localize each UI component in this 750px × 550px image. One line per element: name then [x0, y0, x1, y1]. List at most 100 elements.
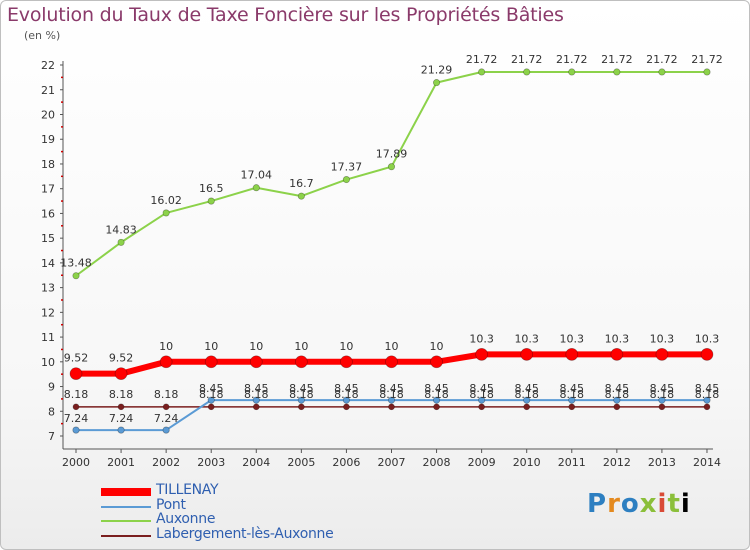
- data-point-labergement-l-s-auxonne: [72, 403, 80, 411]
- y-tick-label: 22: [41, 59, 55, 72]
- data-label-pont: 7.24: [109, 412, 134, 425]
- data-label-labergement-l-s-auxonne: 8.18: [560, 388, 585, 401]
- data-point-tillenay: [475, 348, 488, 361]
- data-point-labergement-l-s-auxonne: [388, 403, 395, 411]
- data-label-auxonne: 21.72: [466, 53, 498, 66]
- data-point-auxonne: [658, 68, 666, 76]
- data-point-tillenay: [565, 348, 579, 361]
- x-tick-label: 2009: [468, 456, 496, 469]
- series-line-auxonne: [75, 70, 708, 277]
- data-label-labergement-l-s-auxonne: 8.18: [424, 388, 449, 401]
- data-label-tillenay: 10: [294, 340, 308, 353]
- data-label-tillenay: 10: [204, 340, 218, 353]
- data-label-pont: 8.45: [424, 382, 449, 395]
- data-label-pont: 8.45: [244, 382, 269, 395]
- data-label-pont: 8.45: [289, 382, 314, 395]
- data-point-auxonne: [478, 68, 486, 76]
- data-label-tillenay: 10: [159, 340, 173, 353]
- data-point-labergement-l-s-auxonne: [343, 403, 350, 411]
- y-tick-label: 17: [41, 183, 55, 196]
- data-point-pont: [207, 396, 215, 404]
- x-tick-label: 2007: [377, 456, 405, 469]
- data-point-auxonne: [207, 197, 215, 205]
- data-label-tillenay: 10.3: [514, 332, 539, 345]
- data-label-pont: 8.45: [514, 382, 539, 395]
- data-label-tillenay: 10: [430, 340, 444, 353]
- legend-swatch: [101, 488, 151, 496]
- data-point-auxonne: [162, 209, 170, 217]
- data-label-tillenay: 10.3: [605, 332, 630, 345]
- x-tick-label: 2005: [287, 456, 315, 469]
- data-label-auxonne: 16.5: [199, 182, 224, 195]
- data-label-tillenay: 10.3: [695, 332, 720, 345]
- data-point-pont: [72, 426, 80, 434]
- data-label-labergement-l-s-auxonne: 8.18: [514, 388, 539, 401]
- data-point-pont: [523, 396, 531, 404]
- logo-letter: t: [667, 489, 681, 519]
- data-label-labergement-l-s-auxonne: 8.18: [244, 388, 269, 401]
- y-tick-label: 7: [48, 430, 55, 443]
- data-label-pont: 8.45: [560, 382, 585, 395]
- data-point-labergement-l-s-auxonne: [162, 403, 170, 411]
- data-label-pont: 8.45: [605, 382, 630, 395]
- legend-label: Auxonne: [156, 511, 216, 527]
- data-label-auxonne: 14.83: [105, 223, 137, 236]
- x-tick-label: 2010: [513, 456, 541, 469]
- x-tick-label: 2002: [152, 456, 180, 469]
- data-point-pont: [613, 396, 621, 404]
- logo-letter: P: [587, 489, 608, 519]
- data-point-tillenay: [69, 367, 83, 381]
- data-point-tillenay: [249, 355, 263, 369]
- data-point-labergement-l-s-auxonne: [523, 403, 531, 411]
- data-label-tillenay: 10.3: [560, 332, 585, 345]
- y-tick-label: 16: [41, 207, 55, 220]
- x-tick-label: 2003: [197, 456, 225, 469]
- data-label-labergement-l-s-auxonne: 8.18: [334, 388, 359, 401]
- data-point-auxonne: [387, 163, 396, 171]
- data-point-auxonne: [703, 68, 711, 76]
- data-label-tillenay: 10: [249, 340, 263, 353]
- data-point-labergement-l-s-auxonne: [298, 403, 305, 411]
- x-tick-label: 2012: [603, 456, 631, 469]
- data-point-labergement-l-s-auxonne: [433, 403, 440, 411]
- data-point-pont: [117, 426, 125, 434]
- y-tick-label: 20: [41, 109, 55, 122]
- data-label-labergement-l-s-auxonne: 8.18: [469, 388, 494, 401]
- data-label-auxonne: 13.48: [60, 257, 92, 270]
- data-label-auxonne: 21.29: [421, 64, 453, 77]
- y-tick-label: 18: [41, 158, 55, 171]
- data-point-labergement-l-s-auxonne: [252, 403, 260, 411]
- data-label-auxonne: 21.72: [646, 53, 678, 66]
- data-label-auxonne: 21.72: [511, 53, 543, 66]
- legend-swatch: [101, 534, 151, 537]
- data-label-pont: 8.45: [379, 382, 404, 395]
- data-point-tillenay: [655, 348, 669, 361]
- proxiti-logo: Proxiti: [587, 489, 691, 519]
- data-label-auxonne: 17.89: [376, 148, 408, 161]
- data-point-auxonne: [117, 238, 125, 246]
- data-point-auxonne: [568, 68, 576, 76]
- y-tick-label: 8: [48, 405, 55, 418]
- data-point-pont: [703, 396, 711, 404]
- data-label-tillenay: 10.3: [650, 332, 675, 345]
- data-point-tillenay: [385, 355, 398, 369]
- x-tick-label: 2001: [107, 456, 135, 469]
- line-chart: 7 8 9 10 11 12 13 14 15 16 17 18 19 20 21 22 2000 2001 200…: [41, 53, 723, 469]
- data-point-auxonne: [433, 79, 441, 87]
- x-tick-label: 2004: [242, 456, 270, 469]
- data-point-auxonne: [613, 68, 621, 76]
- logo-letter: o: [620, 489, 640, 519]
- data-point-auxonne: [72, 272, 80, 280]
- data-label-tillenay: 9.52: [64, 352, 89, 365]
- data-point-tillenay: [204, 355, 218, 369]
- data-label-pont: 7.24: [154, 412, 179, 425]
- data-label-auxonne: 21.72: [691, 53, 723, 66]
- x-tick-label: 2013: [648, 456, 676, 469]
- data-point-pont: [297, 396, 305, 404]
- data-label-pont: 8.45: [650, 382, 675, 395]
- logo-letter: r: [607, 489, 621, 519]
- data-point-tillenay: [114, 367, 128, 381]
- data-point-pont: [658, 396, 666, 404]
- data-point-tillenay: [520, 348, 534, 361]
- data-label-tillenay: 10: [339, 340, 353, 353]
